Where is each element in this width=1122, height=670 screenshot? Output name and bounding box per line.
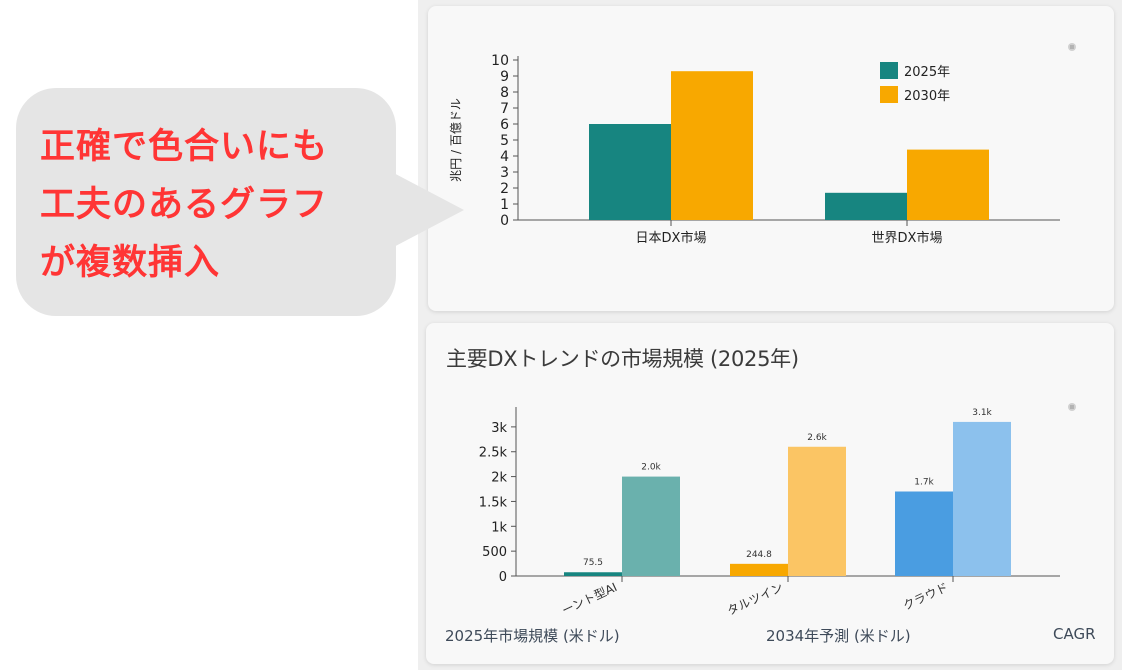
table-header-cagr: CAGR xyxy=(1053,625,1096,643)
legend-label: 2030年 xyxy=(904,89,950,104)
data-label: 3.1k xyxy=(972,408,992,418)
y-tick-label: 1k xyxy=(491,520,507,535)
dx-trends-chart-card: 主要DXトレンドの市場規模 (2025年) 0 500 1k 1.5k 2k 2.5k 3k… xyxy=(426,323,1114,664)
bar xyxy=(622,476,680,576)
data-label: 2.0k xyxy=(641,463,661,473)
context-menu-icon[interactable] xyxy=(1068,403,1076,411)
bar xyxy=(907,149,989,220)
y-tick-label: 8 xyxy=(500,85,509,101)
data-label: 2.6k xyxy=(807,433,827,443)
y-tick-label: 10 xyxy=(491,53,509,69)
data-label: 244.8 xyxy=(746,550,772,560)
legend-swatch xyxy=(880,62,898,79)
table-header-market-size-2025: 2025年市場規模 (米ドル) xyxy=(445,627,620,645)
y-tick-label: 1.5k xyxy=(479,495,508,510)
y-tick-label: 2k xyxy=(491,471,507,486)
y-tick-label: 3k xyxy=(491,421,507,436)
bar xyxy=(730,563,788,576)
legend-swatch xyxy=(880,86,898,103)
y-tick-label: 9 xyxy=(500,69,509,85)
context-menu-icon[interactable] xyxy=(1068,43,1076,51)
data-label: 75.5 xyxy=(583,558,603,568)
y-axis-label: 兆円 / 百億ドル xyxy=(449,98,463,182)
callout-bubble xyxy=(16,88,396,316)
chart-title: 主要DXトレンドの市場規模 (2025年) xyxy=(446,347,799,371)
bar xyxy=(564,572,622,576)
dx-trends-chart: 0 500 1k 1.5k 2k 2.5k 3k ーント型AI タルツイン クラウド 75.5 2.… xyxy=(479,403,1076,618)
dx-market-chart-card: 0 1 2 3 4 5 6 7 8 9 10 兆円 / 百億ドル日本DX市場 世界DX市場 2025年 2… xyxy=(428,6,1114,311)
y-tick-label: 3 xyxy=(500,165,509,181)
x-tick-label: クラウド xyxy=(901,580,950,613)
x-tick-label: 世界DX市場 xyxy=(872,230,943,246)
bar xyxy=(788,446,846,576)
callout-bubble-tail xyxy=(388,170,464,250)
legend-label: 2025年 xyxy=(904,65,950,80)
callout-line: 工夫のあるグラフ xyxy=(40,185,329,225)
callout-text: 正確で色合いにも 工夫のあるグラフ が複数挿入 xyxy=(40,118,400,292)
y-tick-label: 500 xyxy=(482,545,507,560)
y-tick-label: 1 xyxy=(500,197,509,213)
bar xyxy=(671,71,753,220)
bar xyxy=(895,491,953,576)
data-label: 1.7k xyxy=(914,478,934,488)
y-tick-label: 6 xyxy=(500,117,509,133)
y-tick-label: 2.5k xyxy=(479,446,508,461)
x-tick-label: 日本DX市場 xyxy=(636,230,707,246)
y-tick-label: 2 xyxy=(500,181,509,197)
bar xyxy=(589,124,671,220)
x-tick-label: ーント型AI xyxy=(560,580,620,618)
table-header-forecast-2034: 2034年予測 (米ドル) xyxy=(766,627,911,645)
x-tick-label: タルツイン xyxy=(725,580,785,618)
callout-line: が複数挿入 xyxy=(40,243,221,283)
callout-line: 正確で色合いにも xyxy=(40,127,329,167)
y-tick-label: 0 xyxy=(499,570,507,585)
y-tick-label: 0 xyxy=(500,213,509,229)
y-tick-label: 5 xyxy=(500,133,509,149)
bar xyxy=(825,192,907,220)
bar xyxy=(953,421,1011,576)
y-tick-label: 4 xyxy=(500,149,509,165)
y-tick-label: 7 xyxy=(500,101,509,117)
